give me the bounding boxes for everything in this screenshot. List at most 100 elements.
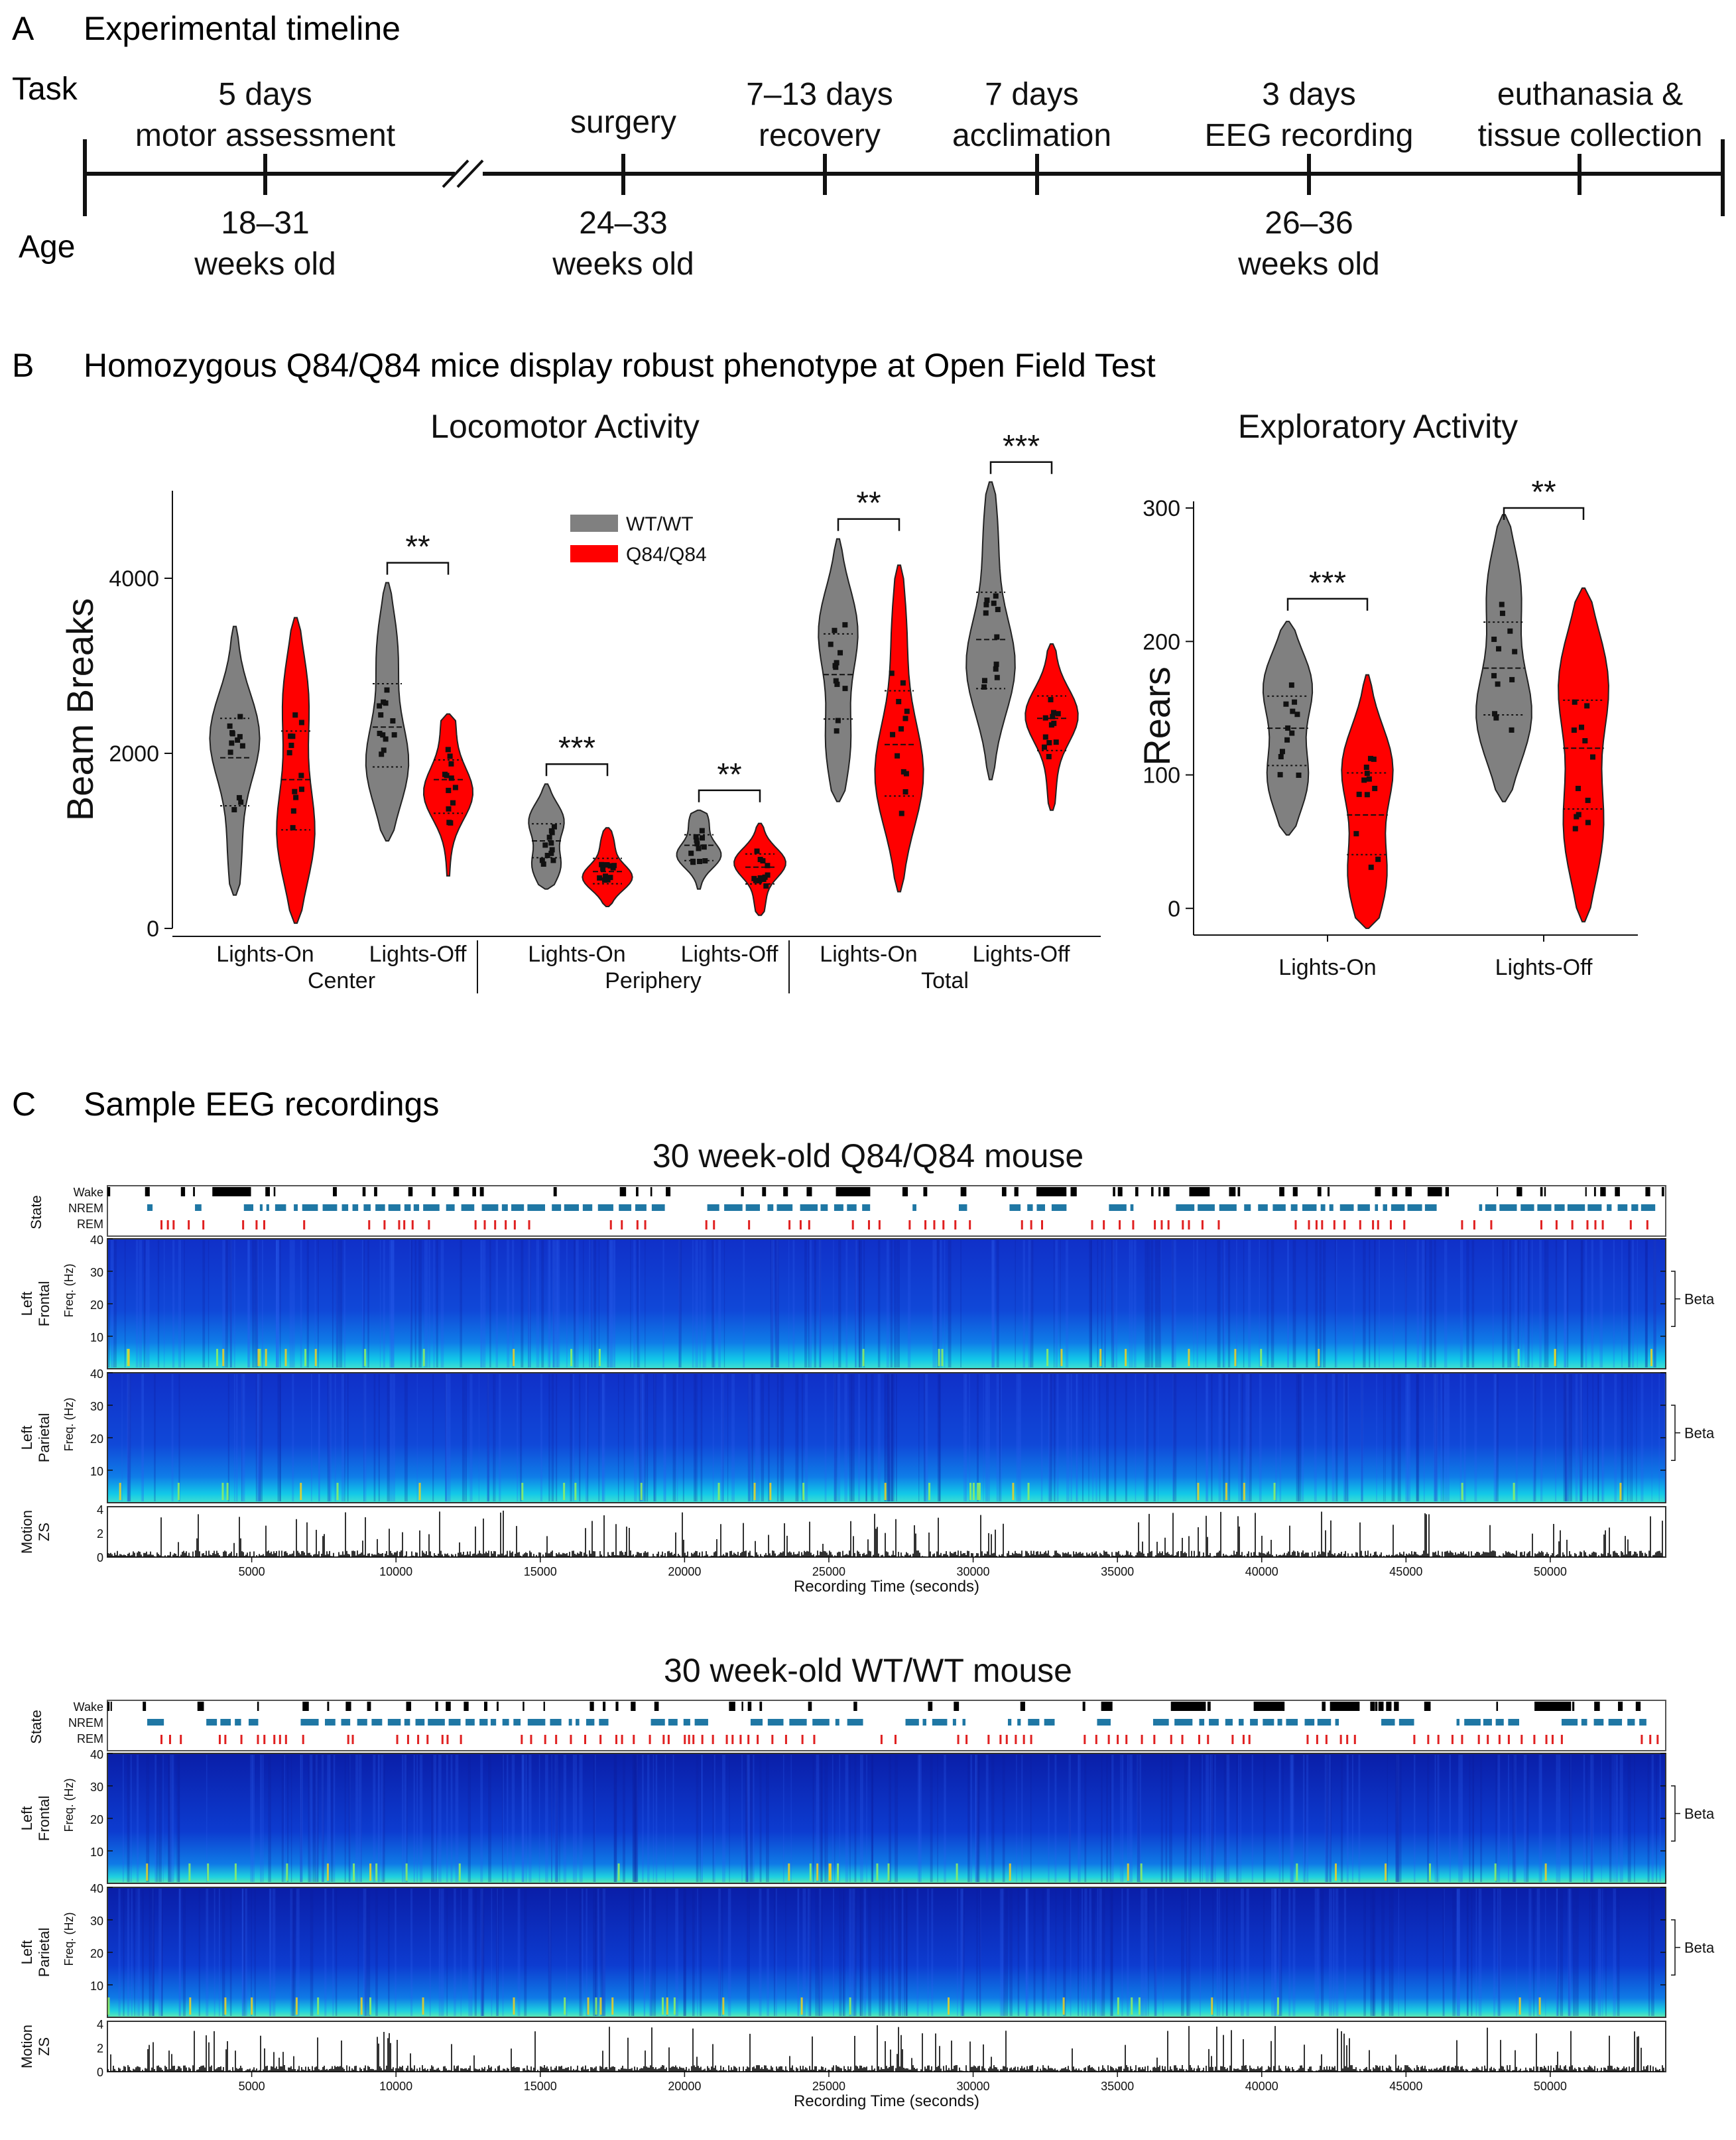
spectrogram-texture	[617, 1374, 619, 1501]
spectrogram-texture	[424, 1240, 428, 1367]
state-wake-bar	[1661, 1187, 1664, 1196]
violin-data-point	[1361, 777, 1367, 783]
violin-data-point	[600, 865, 606, 871]
spectrogram-texture	[814, 1240, 816, 1367]
spectrogram-texture	[1397, 1374, 1401, 1501]
violin-data-point	[983, 610, 989, 616]
spectrogram-texture	[644, 1889, 646, 2016]
spectrogram-texture	[522, 1755, 525, 1882]
violin-data-point	[762, 874, 768, 880]
state-wake-bar	[107, 1187, 111, 1196]
spectrogram-texture	[999, 1889, 1003, 2016]
violin-data-point	[994, 634, 1000, 640]
spectrogram-texture	[410, 1889, 413, 2016]
spectrogram-texture	[262, 1755, 264, 1882]
spectrogram-texture	[1556, 1755, 1558, 1882]
spectrogram-texture	[1507, 1755, 1510, 1882]
spectrogram-texture	[1099, 1889, 1102, 2016]
spectrogram-texture	[1496, 1374, 1499, 1501]
violin-data-point	[1050, 710, 1056, 716]
state-rem-bar	[1132, 1220, 1135, 1229]
state-nrem-bar	[465, 1719, 475, 1726]
spectrogram-texture	[1621, 1374, 1623, 1501]
spectrogram-texture	[653, 1374, 654, 1501]
violin-data-point	[1050, 714, 1056, 720]
spectrogram-texture	[865, 1374, 867, 1501]
spectrogram-hotspot	[234, 1863, 237, 1881]
spectrogram-texture	[290, 1755, 292, 1882]
spectrogram-texture	[389, 1240, 392, 1367]
spectrogram-texture	[1540, 1374, 1543, 1501]
spectrogram-texture	[639, 1374, 642, 1501]
state-rem-bar	[279, 1735, 281, 1744]
spectrogram-texture	[1076, 1374, 1078, 1501]
state-rem-bar	[1413, 1735, 1416, 1744]
spectrogram-texture	[834, 1755, 836, 1882]
state-nrem-bar	[1044, 1719, 1055, 1726]
spectrogram-texture	[1019, 1374, 1021, 1501]
spectrogram-texture	[1137, 1755, 1141, 1882]
state-rem-bar	[1119, 1220, 1121, 1229]
spectrogram-texture	[795, 1374, 798, 1501]
spectrogram-texture	[334, 1374, 336, 1501]
spectrogram-texture	[1329, 1889, 1332, 2016]
spectrogram-texture	[1622, 1374, 1624, 1501]
spectrogram-texture	[1647, 1755, 1650, 1882]
spectrogram-texture	[808, 1240, 810, 1367]
spectrogram-texture	[124, 1240, 126, 1367]
state-row-label: REM	[77, 1732, 103, 1745]
spectrogram-hotspot	[360, 1997, 363, 2015]
spectrogram-texture	[1145, 1240, 1148, 1367]
spectrogram-texture	[1557, 1889, 1559, 2016]
spectrogram-texture	[141, 1889, 144, 2016]
spectrogram-texture	[404, 1755, 407, 1882]
freq-tick-label: 40	[90, 1748, 103, 1761]
freq-axis-label: Freq. (Hz)	[62, 1913, 76, 1966]
spectrogram-hotspot	[788, 1863, 790, 1881]
spectrogram-texture	[583, 1240, 584, 1367]
spectrogram-texture	[241, 1374, 243, 1501]
spectrogram-texture	[1471, 1755, 1474, 1882]
spectrogram-texture	[897, 1240, 900, 1367]
spectrogram-texture	[1416, 1374, 1419, 1501]
spectrogram-texture	[1137, 1755, 1139, 1882]
state-wake-bar	[902, 1187, 908, 1196]
freq-tick-label: 40	[90, 1367, 103, 1381]
spectrogram-texture	[1328, 1755, 1332, 1882]
spectrogram-texture	[1154, 1889, 1157, 2016]
spectrogram-texture	[1545, 1889, 1546, 2016]
spectrogram-hotspot	[666, 1997, 668, 2015]
panel-b-letter: B	[12, 347, 34, 384]
spectrogram-texture	[1109, 1889, 1113, 2016]
spectrogram-texture	[747, 1374, 751, 1501]
spectrogram-texture	[818, 1240, 822, 1367]
spectrogram-texture	[1570, 1755, 1572, 1882]
spectrogram-texture	[131, 1889, 133, 2016]
state-wake-bar	[523, 1702, 525, 1711]
spectrogram-texture	[849, 1889, 852, 2016]
state-rem-bar	[942, 1220, 945, 1229]
violin-data-point	[1055, 711, 1061, 717]
violin-data-point	[239, 743, 245, 749]
task-label: 3 days	[1262, 77, 1355, 112]
spectrogram-texture	[1404, 1889, 1406, 2016]
violin-data-point	[1579, 724, 1585, 730]
spectrogram-texture	[1585, 1240, 1587, 1367]
state-nrem-bar	[564, 1204, 579, 1211]
state-wake-bar	[145, 1187, 150, 1196]
y-tick-label: 200	[1143, 629, 1180, 655]
significance-bracket	[1286, 598, 1369, 611]
time-tick-label: 30000	[957, 2080, 990, 2093]
violin-data-point	[1042, 744, 1048, 750]
spectrogram-texture	[321, 1755, 324, 1882]
legend-swatch-wt	[570, 515, 618, 532]
state-wake-bar	[1375, 1702, 1378, 1711]
spectrogram-texture	[1526, 1240, 1528, 1367]
state-rem-bar	[1306, 1735, 1309, 1744]
spectrogram-texture	[1109, 1755, 1111, 1882]
spectrogram-texture	[1369, 1240, 1371, 1367]
spectrogram-texture	[566, 1889, 568, 2016]
violin-data-point	[542, 842, 548, 848]
state-wake-bar	[1370, 1702, 1375, 1711]
state-rem-bar	[1103, 1220, 1105, 1229]
